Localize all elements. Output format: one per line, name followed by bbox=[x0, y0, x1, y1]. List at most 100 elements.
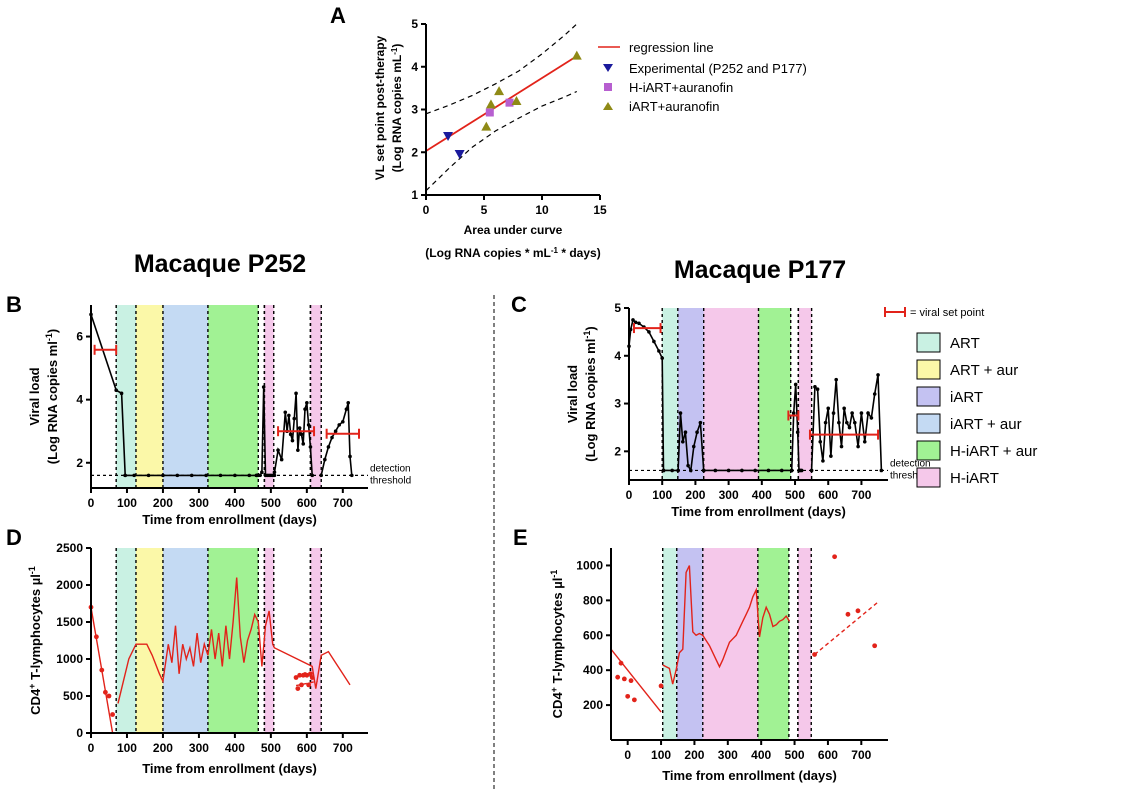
cd4-point bbox=[855, 608, 861, 614]
chart-e-cd4-p177: 0 100 200 300 400 500 600 700 200 400 600 800 1000 Ti… bbox=[549, 548, 888, 783]
viral-load-point bbox=[299, 432, 304, 437]
marker-triangle-down bbox=[443, 132, 454, 142]
cd4-point bbox=[295, 686, 301, 691]
cd4-point bbox=[845, 611, 851, 617]
chart-c-viral-load-p177: 0 100 200 300 400 500 600 700 2 3 4 5 detectionthres… bbox=[565, 301, 931, 519]
confidence-lower bbox=[425, 90, 578, 192]
detection-label: detection bbox=[890, 458, 931, 469]
therapy-band bbox=[135, 305, 163, 488]
x-tick-label: 500 bbox=[261, 741, 281, 755]
legend-h-iart-marker bbox=[604, 83, 612, 91]
y-tick-label: 2 bbox=[411, 145, 418, 159]
viral-load-point bbox=[698, 420, 703, 425]
viral-load-point bbox=[310, 473, 315, 478]
marker-triangle-up bbox=[485, 99, 496, 109]
viral-load-point bbox=[691, 444, 696, 449]
viral-load-point bbox=[301, 442, 306, 446]
y-tick-label: 2000 bbox=[56, 578, 83, 592]
panel-letter-e: E bbox=[513, 525, 528, 550]
therapy-band bbox=[662, 548, 677, 740]
chart-a-ylabel2-part: -1 bbox=[390, 47, 399, 55]
y-axis-title2: (Log RNA copies ml-1) bbox=[44, 329, 60, 464]
therapy-legend-label: iART bbox=[950, 389, 983, 406]
cd4-line bbox=[662, 565, 791, 685]
title-macaque-p252: Macaque P252 bbox=[134, 250, 306, 278]
viral-load-point bbox=[346, 401, 351, 405]
x-tick-label: 700 bbox=[851, 748, 871, 762]
title-macaque-p177: Macaque P177 bbox=[674, 256, 846, 284]
x-tick-label: 300 bbox=[189, 496, 209, 510]
viral-load-point bbox=[821, 459, 825, 463]
therapy-legend-swatch bbox=[916, 386, 941, 407]
y-axis-title: CD4+ T-lymphocytes µl-1 bbox=[27, 566, 43, 715]
viral-load-point bbox=[869, 416, 874, 420]
viral-load-point bbox=[323, 457, 327, 462]
therapy-band bbox=[310, 548, 322, 733]
viral-load-point bbox=[326, 445, 331, 449]
y-axis-title-part: CD4 bbox=[550, 692, 565, 719]
marker-triangle-up bbox=[571, 50, 582, 60]
viral-load-point bbox=[276, 448, 280, 452]
viral-load-point bbox=[793, 382, 798, 387]
therapy-band bbox=[162, 305, 208, 488]
therapy-legend-label: H-iART + aur bbox=[950, 443, 1037, 460]
x-tick-label: 200 bbox=[685, 488, 705, 502]
marker-triangle-up bbox=[481, 121, 492, 131]
chart-a-ylabel2-part: RNA copies mL bbox=[390, 55, 404, 147]
viral-load-point bbox=[823, 420, 828, 425]
therapy-band bbox=[662, 308, 678, 480]
viral-load-point bbox=[297, 426, 302, 430]
therapy-legend-label: iART + aur bbox=[950, 416, 1022, 433]
detection-label: threshold bbox=[370, 475, 411, 486]
chart-a-legend: regression line Experimental (P252 and P… bbox=[598, 40, 807, 114]
chart-a-ylabel2-part: ( bbox=[390, 168, 404, 172]
y-tick-label: 800 bbox=[583, 593, 603, 607]
viral-load-point bbox=[829, 454, 833, 458]
cd4-point bbox=[628, 678, 634, 684]
y-tick-label: 2 bbox=[614, 444, 621, 458]
chart-a-ylabel: VL set point post-therapy bbox=[373, 35, 387, 180]
y-tick-label: 400 bbox=[583, 663, 603, 677]
cd4-point bbox=[293, 675, 299, 680]
cd4-point bbox=[812, 652, 817, 657]
x-axis-title: Time from enrollment (days) bbox=[662, 768, 837, 783]
viral-load-point bbox=[726, 468, 731, 473]
viral-load-point bbox=[218, 473, 223, 478]
viral-load-point bbox=[809, 468, 814, 473]
therapy-band bbox=[798, 308, 812, 480]
x-tick-label: 600 bbox=[297, 741, 317, 755]
viral-load-point bbox=[119, 391, 124, 396]
viral-load-point bbox=[837, 420, 841, 425]
y-axis-title-part: + bbox=[549, 687, 559, 692]
viral-load-point bbox=[647, 330, 651, 334]
therapy-legend-swatch bbox=[916, 467, 941, 488]
y-axis-title2-part: RNA copies ml bbox=[583, 339, 598, 434]
x-tick-label: 300 bbox=[189, 741, 209, 755]
legend-h-iart-label: H-iART+auranofin bbox=[629, 80, 733, 95]
x-tick-label: 100 bbox=[117, 741, 137, 755]
y-tick-label: 6 bbox=[76, 330, 83, 344]
y-tick-label: 5 bbox=[411, 17, 418, 31]
viral-load-point bbox=[845, 420, 849, 425]
viral-load-point bbox=[859, 411, 864, 415]
viral-load-point bbox=[740, 468, 744, 473]
cd4-point bbox=[618, 660, 624, 666]
x-axis-title: Time from enrollment (days) bbox=[142, 512, 317, 527]
cd4-point bbox=[658, 683, 664, 689]
therapy-band bbox=[135, 548, 163, 733]
y-axis-title2-part: Log bbox=[45, 436, 60, 460]
viral-load-point bbox=[831, 411, 836, 415]
viral-load-point bbox=[826, 406, 831, 411]
x-tick-label: 500 bbox=[785, 748, 805, 762]
x-tick-label: 400 bbox=[225, 741, 245, 755]
cd4-point bbox=[297, 672, 303, 678]
y-axis-title2-part: Log bbox=[583, 433, 598, 457]
x-tick-label: 300 bbox=[719, 488, 739, 502]
viral-load-point bbox=[815, 387, 820, 392]
set-point-key: = viral set point bbox=[884, 307, 984, 319]
therapy-band bbox=[797, 548, 812, 740]
x-tick-label: 200 bbox=[684, 748, 704, 762]
viral-load-point bbox=[287, 413, 291, 418]
cd4-point bbox=[99, 667, 105, 673]
chart-a-xlabel2: (Log RNA copies * mL-1 * days) bbox=[425, 246, 600, 261]
